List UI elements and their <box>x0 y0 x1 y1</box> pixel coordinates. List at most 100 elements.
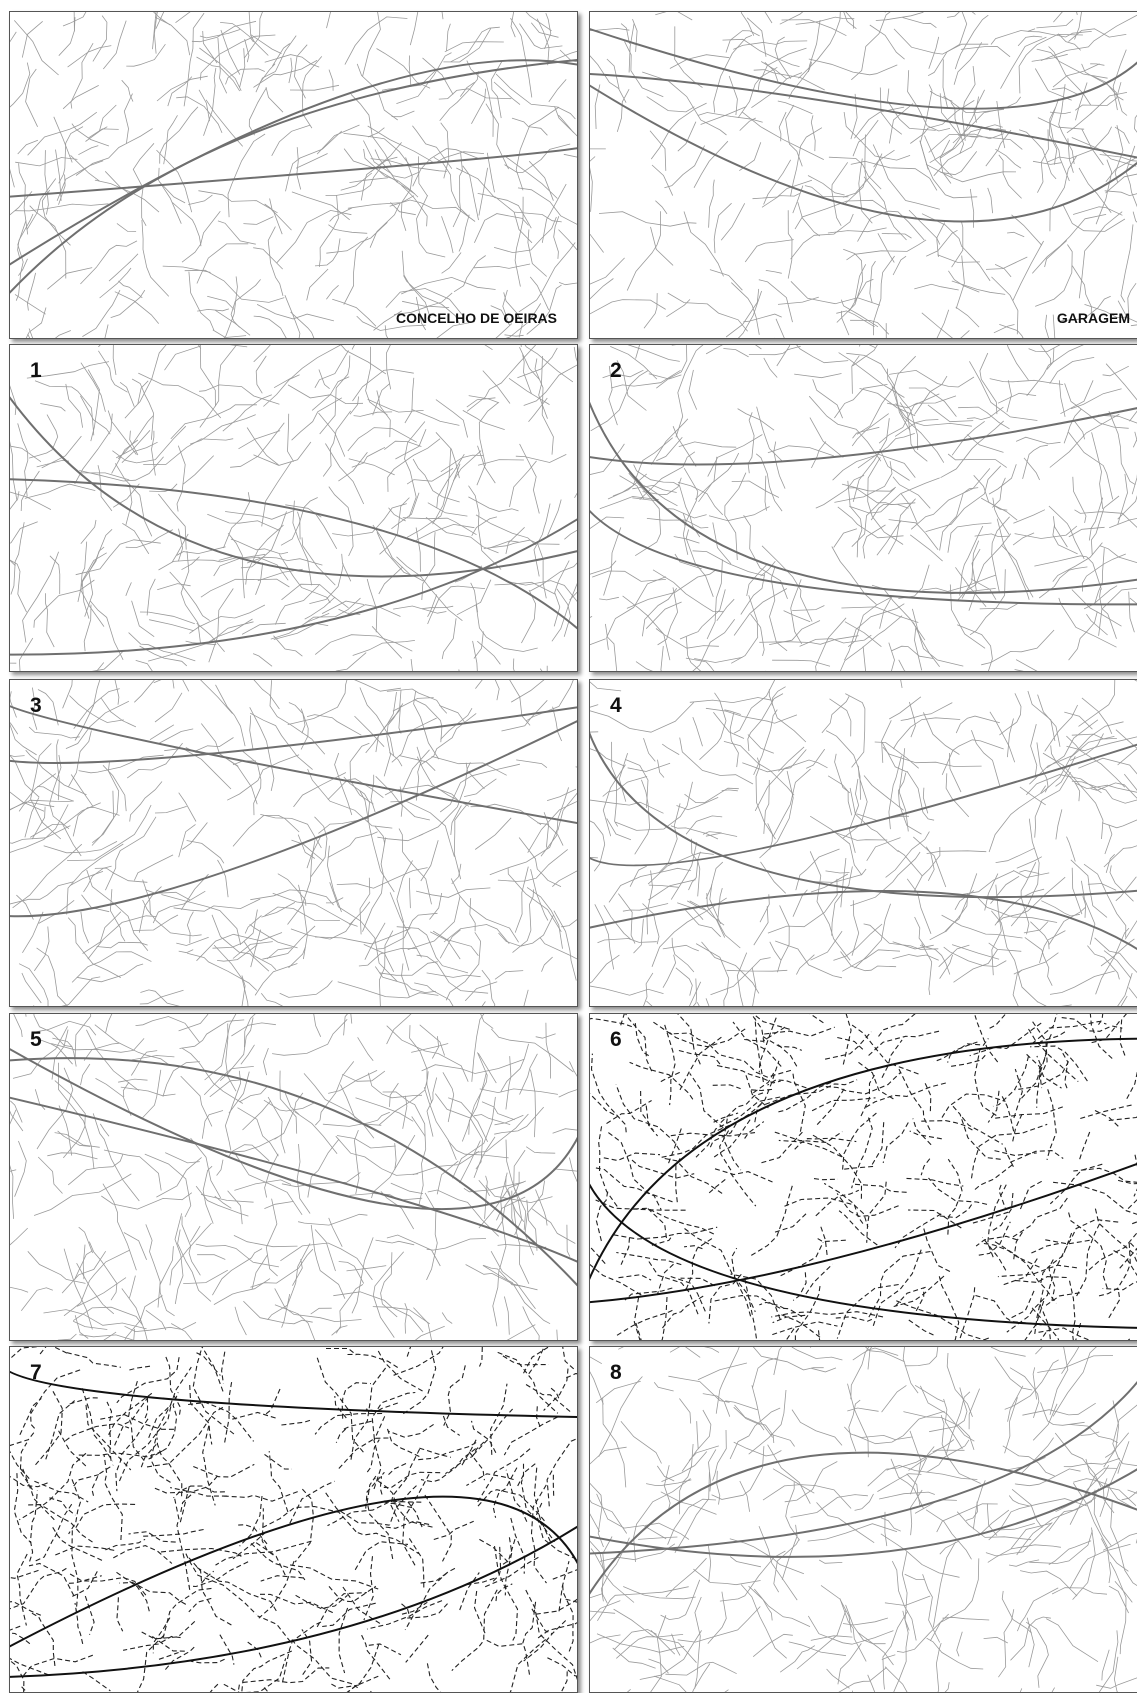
street <box>613 1648 656 1668</box>
street <box>308 1139 339 1197</box>
street <box>1073 477 1086 523</box>
street <box>590 705 598 729</box>
street <box>910 1131 942 1139</box>
street <box>999 693 1021 735</box>
street <box>1033 1404 1057 1441</box>
street <box>714 203 731 253</box>
street <box>1009 1291 1035 1319</box>
street <box>730 1557 761 1567</box>
street <box>439 706 465 724</box>
street <box>1020 1571 1077 1597</box>
street <box>768 446 834 456</box>
street <box>126 530 173 548</box>
panel-title: GARAGEM <box>1057 310 1130 326</box>
street <box>253 248 283 269</box>
street <box>848 597 892 647</box>
street <box>133 169 146 226</box>
street <box>1015 526 1077 539</box>
street <box>1099 1014 1125 1025</box>
street <box>390 202 415 214</box>
street <box>383 1092 426 1137</box>
street <box>847 1408 878 1411</box>
street <box>1050 107 1057 164</box>
street <box>948 454 1007 468</box>
street <box>745 1279 758 1340</box>
street <box>385 325 425 338</box>
street <box>1004 1145 1013 1167</box>
street <box>1040 1304 1060 1340</box>
street <box>761 862 786 893</box>
street <box>329 1586 376 1602</box>
street <box>812 1098 875 1111</box>
street <box>302 537 335 585</box>
street <box>1039 567 1087 598</box>
street <box>502 1539 515 1565</box>
street <box>654 1676 715 1692</box>
street <box>710 1104 762 1148</box>
street <box>756 758 776 840</box>
street <box>806 749 825 768</box>
street <box>80 241 137 284</box>
street <box>295 1112 338 1154</box>
street <box>74 689 120 729</box>
panel-number: 3 <box>30 694 42 718</box>
street <box>811 442 826 469</box>
street <box>879 1014 921 1036</box>
street <box>678 345 761 349</box>
street <box>231 539 288 554</box>
street <box>853 1348 898 1360</box>
street <box>516 454 567 462</box>
street <box>1001 37 1047 89</box>
street <box>364 1556 373 1620</box>
street <box>1055 1433 1101 1487</box>
street <box>826 871 850 873</box>
street <box>123 1637 181 1651</box>
street <box>886 832 930 878</box>
street <box>73 1307 142 1325</box>
street <box>1019 34 1083 93</box>
street <box>47 1153 97 1159</box>
street <box>988 188 993 213</box>
street <box>108 411 136 455</box>
street <box>10 546 27 612</box>
street <box>69 696 123 723</box>
street <box>547 1658 577 1680</box>
map-panel: 2 <box>589 344 1137 672</box>
street <box>524 363 577 406</box>
street <box>224 1658 286 1692</box>
street <box>288 385 363 404</box>
street <box>1069 432 1113 499</box>
street <box>1087 1339 1130 1340</box>
street <box>868 1347 894 1369</box>
street <box>879 1492 935 1499</box>
street <box>10 522 38 569</box>
street <box>495 971 523 980</box>
street <box>260 814 321 848</box>
street <box>835 754 850 793</box>
street <box>260 1594 333 1612</box>
street <box>1035 772 1071 838</box>
street <box>190 1385 212 1445</box>
street <box>1037 1002 1071 1006</box>
street <box>29 415 58 459</box>
street <box>1131 308 1137 330</box>
street <box>496 74 575 119</box>
street <box>713 1430 727 1481</box>
street <box>216 685 246 746</box>
street <box>188 195 212 205</box>
street <box>237 1685 240 1692</box>
street <box>201 724 238 767</box>
street <box>273 893 358 926</box>
street <box>779 1140 842 1156</box>
street <box>788 210 792 278</box>
street <box>520 444 540 514</box>
street <box>559 230 578 272</box>
street <box>434 1521 474 1539</box>
street <box>392 718 437 762</box>
street <box>442 1313 452 1324</box>
street <box>900 680 918 688</box>
street <box>243 1668 330 1683</box>
street <box>10 1228 28 1283</box>
street <box>425 1495 451 1561</box>
street <box>414 699 442 742</box>
